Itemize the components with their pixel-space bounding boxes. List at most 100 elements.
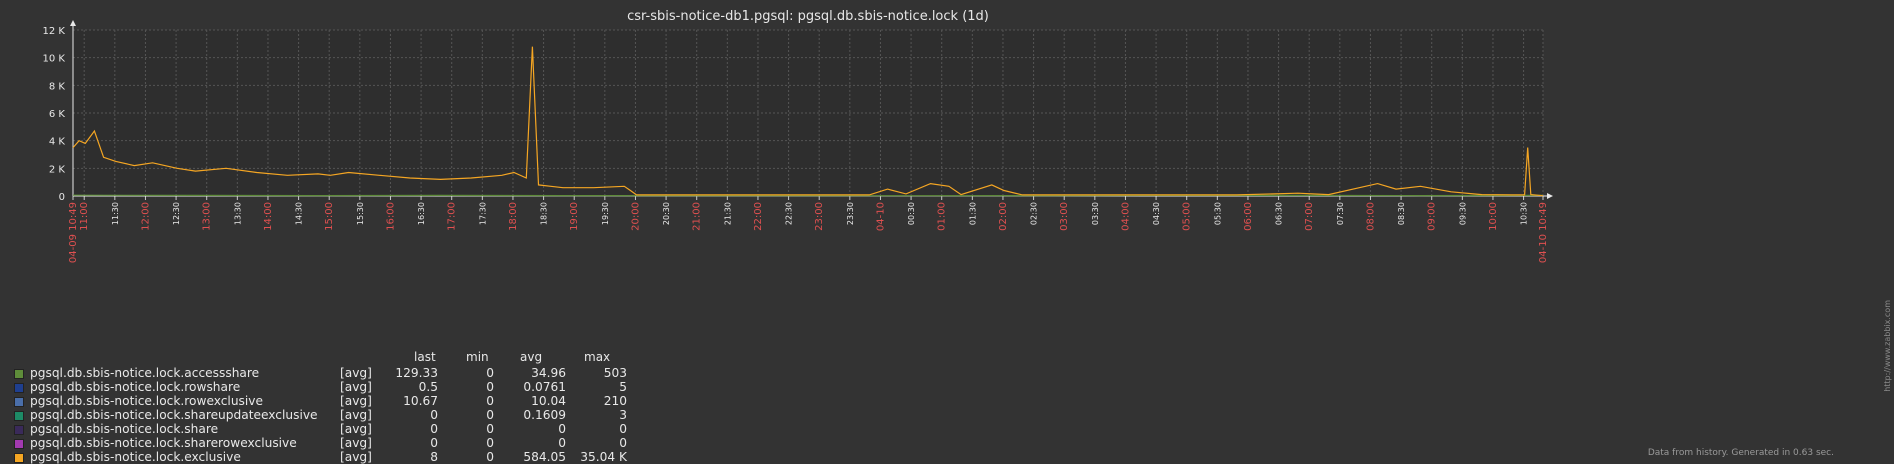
y-tick-label: 4 K — [49, 137, 66, 148]
legend-fn: [avg] — [340, 450, 372, 464]
x-tick-label: 04-09 10:49 — [68, 202, 79, 263]
legend-series-name: pgsql.db.sbis-notice.lock.accessshare — [30, 366, 260, 380]
x-tick-label: 16:30 — [417, 202, 426, 225]
legend-max: 5 — [619, 380, 627, 394]
legend-fn: [avg] — [340, 366, 372, 380]
legend-series-name: pgsql.db.sbis-notice.lock.rowshare — [30, 380, 241, 394]
legend-min: 0 — [486, 394, 494, 408]
legend-avg: 0 — [558, 436, 566, 450]
legend-row: pgsql.db.sbis-notice.lock.shareupdateexc… — [14, 408, 654, 422]
legend-header-avg: avg — [520, 350, 543, 364]
legend-fn: [avg] — [340, 408, 372, 422]
x-tick-label: 14:00 — [263, 202, 274, 231]
legend-min: 0 — [486, 450, 494, 464]
x-tick-label: 05:30 — [1213, 202, 1222, 225]
x-tick-label: 12:30 — [172, 202, 181, 225]
legend-series-name: pgsql.db.sbis-notice.lock.rowexclusive — [30, 394, 263, 408]
x-tick-label: 04-10 — [875, 202, 886, 231]
x-tick-label: 20:00 — [630, 202, 641, 231]
x-tick-label: 08:00 — [1365, 202, 1376, 231]
legend-row: pgsql.db.sbis-notice.lock.share [avg] 0 0 0 0 — [14, 422, 654, 436]
x-tick-label: 17:00 — [447, 202, 458, 231]
x-tick-label: 04:30 — [1152, 202, 1161, 225]
legend-avg: 0.1609 — [523, 408, 566, 422]
x-tick-label: 02:30 — [1030, 202, 1039, 225]
x-tick-label: 23:00 — [814, 202, 825, 231]
x-tick-label: 10:30 — [1520, 202, 1529, 225]
legend-avg: 0.0761 — [523, 380, 566, 394]
x-tick-label: 08:30 — [1397, 202, 1406, 225]
legend-row: pgsql.db.sbis-notice.lock.exclusive [avg]… — [14, 450, 654, 464]
legend-min: 0 — [486, 436, 494, 450]
watermark: http://www.zabbix.com — [1883, 300, 1892, 392]
legend-swatch — [14, 369, 24, 379]
legend-last: 0.5 — [418, 380, 438, 394]
legend-max: 210 — [603, 394, 627, 408]
x-tick-label: 01:00 — [937, 202, 948, 231]
legend-header-max: max — [584, 350, 611, 364]
x-tick-label: 22:30 — [785, 202, 794, 225]
legend-swatch — [14, 425, 24, 435]
x-tick-label: 18:30 — [540, 202, 549, 225]
x-tick-label: 19:30 — [601, 202, 610, 225]
chart-area: csr-sbis-notice-db1.pgsql: pgsql.db.sbis… — [43, 9, 1553, 263]
x-tick-label: 20:30 — [662, 202, 671, 225]
y-tick-label: 12 K — [43, 26, 66, 37]
legend-header-last: last — [414, 350, 436, 364]
x-tick-label: 22:00 — [753, 202, 764, 231]
y-tick-label: 2 K — [49, 164, 66, 175]
x-tick-label: 14:30 — [295, 202, 304, 225]
legend-row: pgsql.db.sbis-notice.lock.sharerowexclus… — [14, 436, 654, 450]
legend-last: 0 — [430, 436, 438, 450]
legend-max: 35.04 K — [580, 450, 627, 464]
legend-header-min: min — [466, 350, 489, 364]
legend-fn: [avg] — [340, 394, 372, 408]
legend-last: 129.33 — [395, 366, 438, 380]
legend-max: 503 — [603, 366, 627, 380]
legend-fn: [avg] — [340, 422, 372, 436]
x-tick-label: 23:30 — [846, 202, 855, 225]
legend-max: 3 — [619, 408, 627, 422]
legend-last: 10.67 — [403, 394, 438, 408]
legend-series-name: pgsql.db.sbis-notice.lock.sharerowexclus… — [30, 436, 297, 450]
x-tick-label: 01:30 — [968, 202, 977, 225]
x-tick-label: 11:00 — [79, 202, 90, 231]
x-tick-label: 18:00 — [508, 202, 519, 231]
series-line — [72, 46, 1544, 197]
x-tick-label: 11:30 — [111, 202, 120, 225]
x-tick-label: 17:30 — [478, 202, 487, 225]
legend-swatch — [14, 397, 24, 407]
legend-last: 0 — [430, 422, 438, 436]
x-tick-label: 15:30 — [356, 202, 365, 225]
x-tick-label: 13:00 — [202, 202, 213, 231]
legend-series-name: pgsql.db.sbis-notice.lock.shareupdateexc… — [30, 408, 318, 422]
legend-avg: 584.05 — [523, 450, 566, 464]
chart-title: csr-sbis-notice-db1.pgsql: pgsql.db.sbis… — [627, 9, 989, 24]
legend-row: pgsql.db.sbis-notice.lock.rowshare [avg] 0… — [14, 380, 654, 394]
x-tick-label: 00:30 — [907, 202, 916, 225]
y-tick-label: 8 K — [49, 81, 66, 92]
legend-min: 0 — [486, 422, 494, 436]
y-tick-label: 0 — [59, 192, 65, 203]
x-tick-label: 16:00 — [385, 202, 396, 231]
y-tick-label: 10 K — [43, 54, 66, 65]
legend-row: pgsql.db.sbis-notice.lock.rowexclusive [a… — [14, 394, 654, 408]
legend-swatch — [14, 439, 24, 449]
x-tick-label: 06:00 — [1243, 202, 1254, 231]
x-tick-label: 21:00 — [692, 202, 703, 231]
x-tick-label: 09:30 — [1458, 202, 1467, 225]
legend-min: 0 — [486, 366, 494, 380]
x-axis-arrow — [1547, 193, 1553, 199]
legend-max: 0 — [619, 422, 627, 436]
x-tick-label: 21:30 — [723, 202, 732, 225]
x-tick-label: 03:30 — [1091, 202, 1100, 225]
x-tick-label: 04-10 10:49 — [1538, 202, 1549, 263]
legend-avg: 10.04 — [531, 394, 566, 408]
x-tick-label: 03:00 — [1059, 202, 1070, 231]
legend-fn: [avg] — [340, 436, 372, 450]
legend-avg: 34.96 — [531, 366, 566, 380]
legend-last: 8 — [430, 450, 438, 464]
x-tick-label: 15:00 — [324, 202, 335, 231]
legend-series-name: pgsql.db.sbis-notice.lock.exclusive — [30, 450, 241, 464]
x-tick-label: 10:00 — [1488, 202, 1499, 231]
